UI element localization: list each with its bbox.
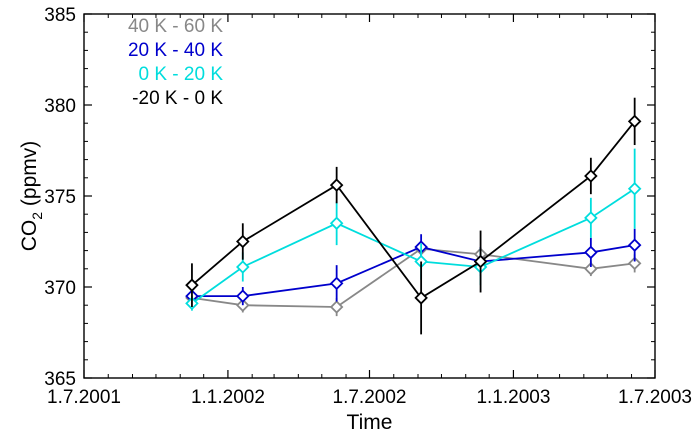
data-point-marker xyxy=(414,291,428,305)
y-tick-label: 380 xyxy=(44,96,76,117)
y-ticks: 365 370 375 380 385 xyxy=(44,5,655,390)
x-ticks: 1.7.2001 1.1.2002 1.7.2002 1.1.2003 1.7.2003 xyxy=(47,14,692,408)
x-tick-label: 1.1.2002 xyxy=(191,387,265,408)
data-point-marker xyxy=(627,181,642,196)
data-point-marker xyxy=(584,169,598,183)
data-point-marker xyxy=(627,256,642,271)
legend: 40 K - 60 K 20 K - 40 K 0 K - 20 K -20 K - … xyxy=(128,16,223,109)
legend-entry: 40 K - 60 K xyxy=(128,16,223,37)
x-tick-label: 1.7.2003 xyxy=(618,387,692,408)
x-axis-label: Time xyxy=(347,411,393,434)
data-point-marker xyxy=(236,234,250,249)
data-point-marker xyxy=(584,211,598,225)
data-point-marker xyxy=(329,300,344,314)
series-group xyxy=(185,97,642,335)
series-group xyxy=(185,241,642,317)
x-tick-label: 1.7.2001 xyxy=(47,387,121,408)
data-point-marker xyxy=(627,238,642,252)
x-tick-label: 1.1.2003 xyxy=(476,387,550,408)
y-axis-label-unit: (ppmv) xyxy=(18,141,41,212)
legend-entry: 0 K - 20 K xyxy=(139,64,224,85)
legend-entry: 20 K - 40 K xyxy=(128,40,223,61)
y-axis-label-main: CO xyxy=(18,220,41,252)
y-tick-label: 365 xyxy=(44,369,76,390)
data-point-marker xyxy=(329,276,344,291)
x-tick-label: 1.7.2002 xyxy=(333,387,407,408)
data-point-marker xyxy=(584,245,598,260)
data-point-marker xyxy=(236,289,250,303)
y-axis-label-subscript: 2 xyxy=(29,212,45,220)
data-point-marker xyxy=(329,178,344,192)
data-point-marker xyxy=(329,216,344,231)
y-tick-label: 385 xyxy=(44,5,76,26)
y-tick-label: 370 xyxy=(44,278,76,299)
series-line xyxy=(191,120,636,300)
y-axis-label: CO2 (ppmv) xyxy=(18,141,45,251)
data-point-marker xyxy=(584,262,598,276)
data-point-marker xyxy=(185,278,199,292)
y-tick-label: 375 xyxy=(44,187,76,208)
legend-entry: -20 K - 0 K xyxy=(132,88,223,109)
data-point-marker xyxy=(627,114,642,129)
series-layer xyxy=(185,97,642,335)
data-point-marker xyxy=(473,254,488,269)
data-point-marker xyxy=(236,260,250,274)
